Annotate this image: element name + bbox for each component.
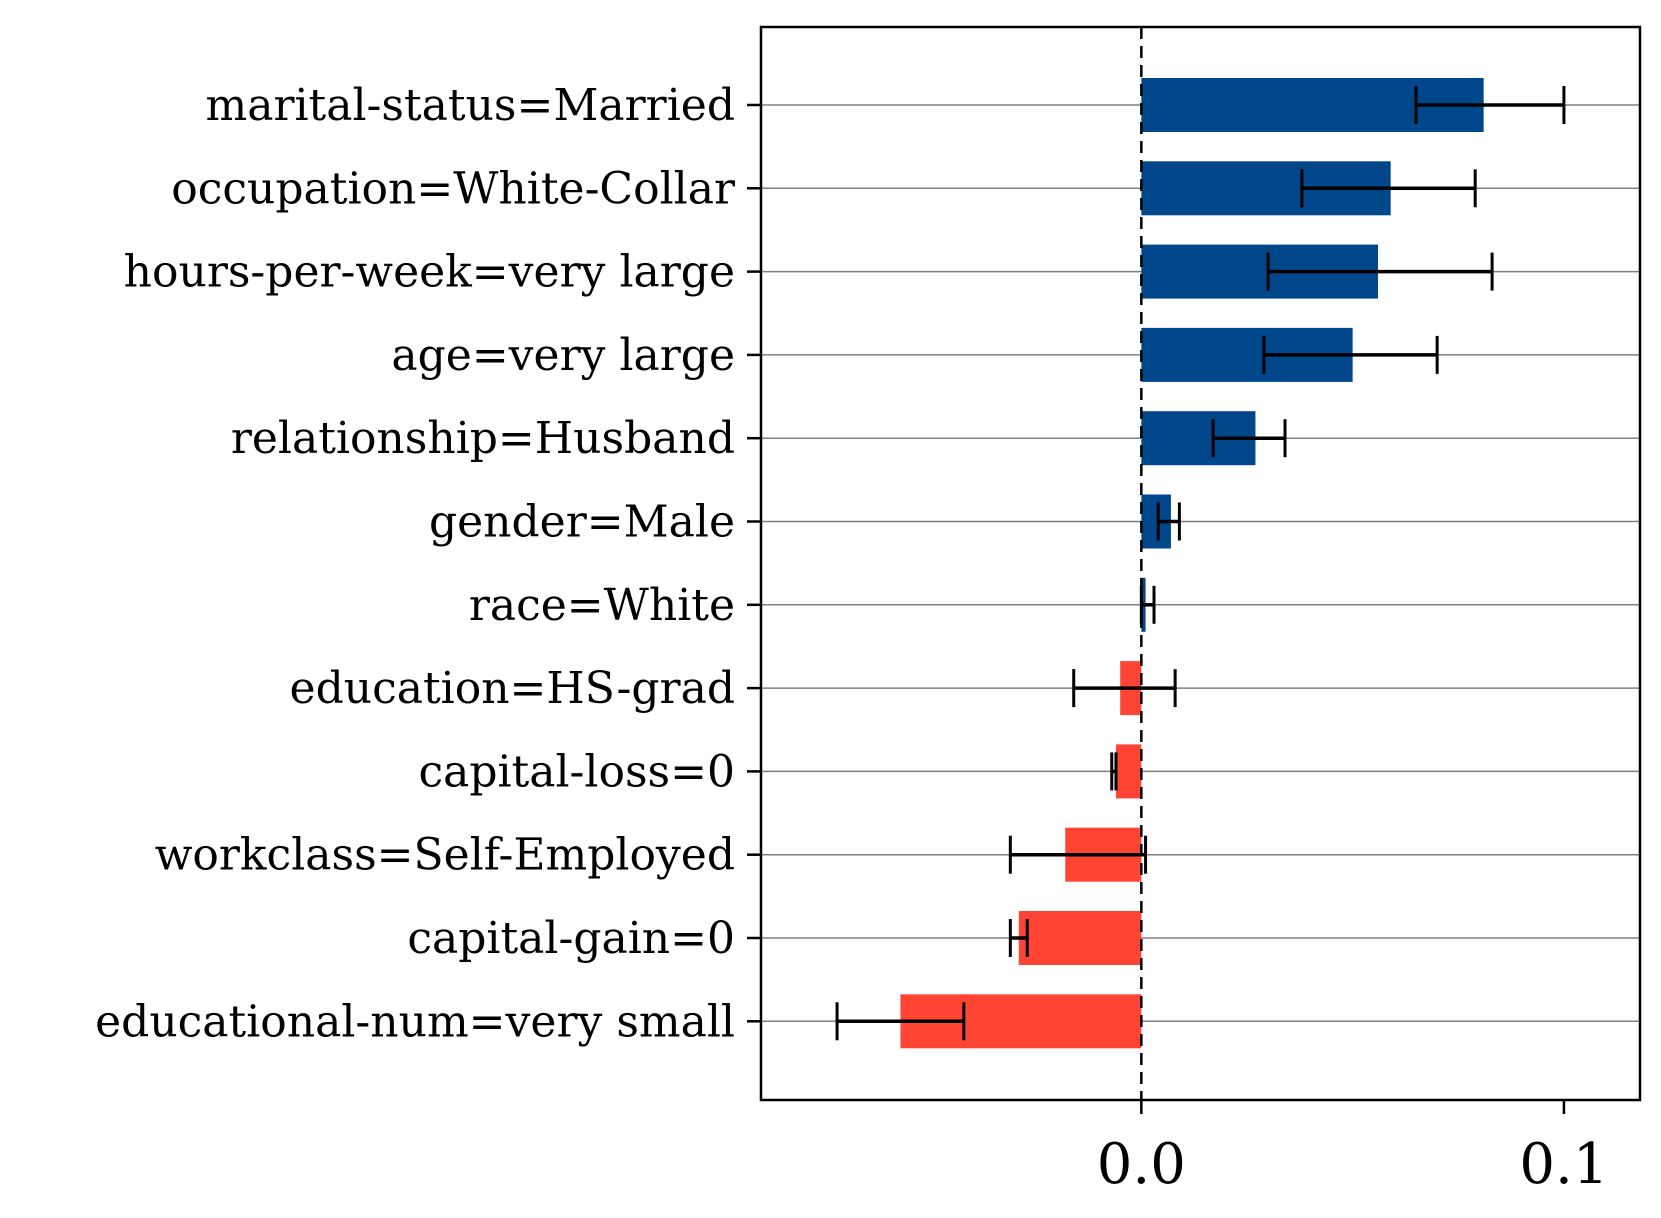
- y-axis-label: occupation=White-Collar: [171, 163, 736, 214]
- y-axis-labels: marital-status=Married occupation=White-C…: [95, 80, 736, 1047]
- bar: [1018, 911, 1142, 965]
- x-tick-label: 0.0: [1097, 1132, 1186, 1197]
- error-bars: [835, 86, 1566, 1041]
- y-axis-label: marital-status=Married: [205, 80, 735, 131]
- y-axis-label: capital-gain=0: [407, 913, 735, 964]
- y-axis-label: hours-per-week=very large: [124, 247, 735, 298]
- axis-ticks: [747, 103, 1566, 1114]
- bar: [1115, 744, 1142, 799]
- y-axis-label: gender=Male: [429, 497, 735, 548]
- y-axis-label: race=White: [469, 580, 735, 631]
- x-axis-tick-labels: 0.0 0.1: [1097, 1132, 1609, 1197]
- plot-frame: [759, 25, 1642, 1102]
- y-axis-label: capital-loss=0: [418, 746, 735, 797]
- y-axis-label: educational-num=very small: [95, 996, 735, 1047]
- y-axis-label: relationship=Husband: [231, 413, 735, 464]
- y-axis-label: age=very large: [391, 330, 735, 381]
- y-axis-label: education=HS-grad: [290, 663, 735, 714]
- y-axis-label: workclass=Self-Employed: [155, 830, 735, 881]
- x-tick-label: 0.1: [1519, 1132, 1608, 1197]
